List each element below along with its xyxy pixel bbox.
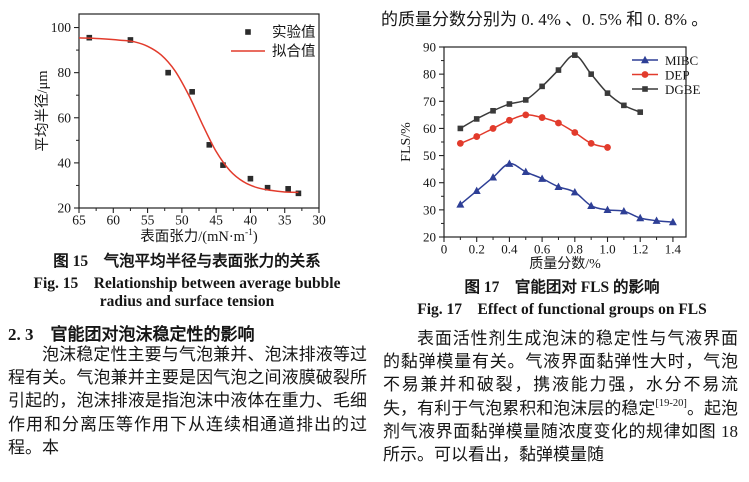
svg-text:80: 80 (58, 65, 72, 80)
right-body-paragraph: 表面活性剂生成泡沫的稳定性与气液界面的黏弹模量有关。气液界面黏弹性大时，气泡不易… (383, 327, 738, 466)
x-axis-label: 质量分数/% (529, 256, 601, 272)
svg-text:拟合值: 拟合值 (272, 43, 316, 60)
svg-text:20: 20 (58, 201, 72, 216)
svg-text:MIBC: MIBC (665, 53, 698, 68)
svg-text:35: 35 (278, 213, 292, 228)
svg-text:20: 20 (423, 230, 436, 245)
svg-text:1.2: 1.2 (632, 242, 648, 257)
svg-text:100: 100 (51, 20, 72, 35)
svg-text:40: 40 (58, 155, 72, 170)
fig15-caption-en-line2: radius and surface tension (99, 293, 275, 310)
svg-text:50: 50 (423, 148, 436, 163)
y-axis-label: FLS/% (399, 122, 414, 162)
series-line (460, 54, 641, 130)
left-body-paragraph: 泡沫稳定性主要与气泡兼并、泡沫排液等过程有关。气泡兼并主要是因气泡之间液膜破裂所… (8, 345, 367, 457)
fig17-chart: 0 0.2 0.4 0.6 0.8 1.0 1.2 1.4 20 30 40 50 60 70 80 90 MI… (399, 40, 700, 273)
svg-text:60: 60 (107, 213, 121, 228)
y-axis-label: 平均半径/μm (34, 70, 51, 152)
svg-text:60: 60 (423, 121, 436, 136)
fig17-caption-en: Fig. 17 Effect of functional groups on F… (417, 301, 707, 318)
svg-text:70: 70 (423, 94, 436, 109)
fig15-chart-container: 65 60 55 50 45 40 35 30 20 40 60 80 100 实验值拟合值表面张力/(m… (33, 6, 353, 251)
right-paragraph-pre: 表面活性剂生成泡沫的稳定性与气液界面的黏弹模量有关。气液界面黏弹性大时，气泡不易… (383, 329, 738, 418)
series-line (78, 37, 299, 194)
fig15-caption-cn: 图 15 气泡平均半径与表面张力的关系 (53, 253, 321, 270)
series-line (460, 114, 608, 149)
svg-text:1.0: 1.0 (599, 242, 615, 257)
right-top-line: 的质量分数分别为 0. 4% 、0. 5% 和 0. 8% 。 (381, 10, 709, 29)
svg-text:30: 30 (423, 202, 436, 217)
svg-text:40: 40 (423, 175, 436, 190)
svg-text:0.2: 0.2 (469, 242, 485, 257)
plot-border (443, 46, 687, 238)
fig17-chart-container: 0 0.2 0.4 0.6 0.8 1.0 1.2 1.4 20 30 40 50 60 70 80 90 MI… (395, 38, 725, 278)
svg-text:90: 90 (423, 40, 436, 55)
svg-text:实验值: 实验值 (272, 24, 316, 41)
svg-text:0: 0 (441, 242, 448, 257)
svg-text:0.6: 0.6 (534, 242, 551, 257)
svg-text:1.4: 1.4 (665, 242, 682, 257)
fig17-caption-cn: 图 17 官能团对 FLS 的影响 (464, 279, 660, 296)
svg-text:30: 30 (312, 213, 326, 228)
svg-text:40: 40 (244, 213, 258, 228)
x-axis-label: 表面张力/(mN·m-1) (140, 228, 258, 245)
svg-text:55: 55 (141, 213, 155, 228)
citation-ref: [19-20] (655, 397, 687, 409)
fig15-chart: 65 60 55 50 45 40 35 30 20 40 60 80 100 实验值拟合值表面张力/(m… (34, 13, 326, 245)
fig15-caption-en-line1: Fig. 15 Relationship between average bub… (33, 275, 341, 292)
svg-text:50: 50 (175, 213, 189, 228)
series-line (459, 162, 673, 223)
svg-text:80: 80 (423, 67, 436, 82)
svg-text:DEP: DEP (665, 67, 690, 82)
svg-text:0.8: 0.8 (567, 242, 583, 257)
svg-text:DGBE: DGBE (665, 82, 700, 97)
right-paragraph-post: 。起泡剂气液界面黏弹模量随浓度变化的规律如图 18 所示。可以看出，黏弹模量随 (383, 398, 739, 465)
svg-text:65: 65 (72, 213, 86, 228)
svg-text:60: 60 (58, 110, 72, 125)
section-heading-2-3: 2. 3 官能团对泡沫稳定性的影响 (8, 325, 255, 344)
svg-text:0.4: 0.4 (501, 242, 518, 257)
svg-text:45: 45 (209, 213, 223, 228)
